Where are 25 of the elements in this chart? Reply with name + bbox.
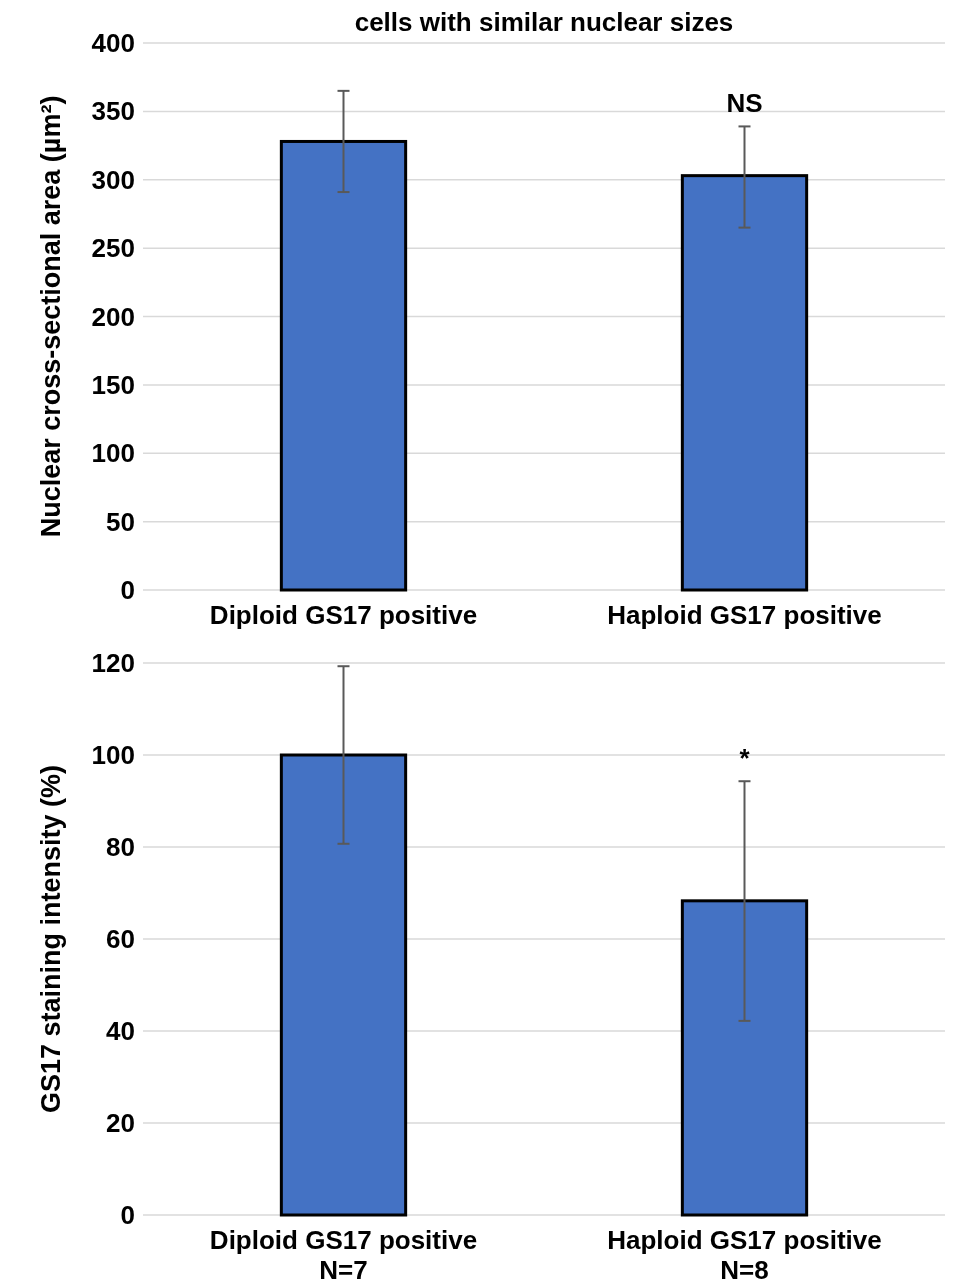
annotation: *	[739, 743, 751, 774]
y-tick-label: 350	[91, 96, 135, 127]
y-tick-label: 80	[106, 832, 135, 863]
y-tick-label: 100	[91, 740, 135, 771]
y-axis-title: Nuclear cross-sectional area (µm²)	[36, 95, 66, 538]
y-tick-label: 0	[120, 1200, 135, 1231]
chart-title: cells with similar nuclear sizes	[354, 7, 734, 37]
y-axis-title: GS17 staining intensity (%)	[36, 764, 66, 1114]
y-tick-label: 0	[120, 575, 135, 606]
y-tick-label: 40	[106, 1016, 135, 1047]
y-tick-label: 200	[91, 301, 135, 332]
y-tick-label: 250	[91, 233, 135, 264]
x-tick-label: Diploid GS17 positive N=7	[209, 1225, 478, 1281]
x-tick-label: Haploid GS17 positive N=8	[607, 1225, 882, 1281]
y-tick-label: 150	[91, 369, 135, 400]
y-tick-label: 300	[91, 164, 135, 195]
y-tick-label: 120	[91, 648, 135, 679]
y-tick-label: 400	[91, 28, 135, 59]
y-tick-label: 20	[106, 1108, 135, 1139]
x-tick-label: Diploid GS17 positive	[209, 600, 478, 630]
y-tick-label: 100	[91, 438, 135, 469]
x-tick-label: Haploid GS17 positive	[607, 600, 882, 630]
y-tick-label: 50	[106, 506, 135, 537]
annotation: NS	[726, 88, 763, 119]
y-tick-label: 60	[106, 924, 135, 955]
